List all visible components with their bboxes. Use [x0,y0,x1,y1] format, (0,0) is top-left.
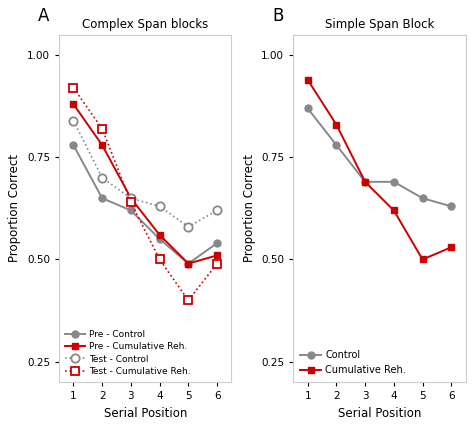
Title: Complex Span blocks: Complex Span blocks [82,18,209,31]
Legend: Pre - Control, Pre - Cumulative Reh., Test - Control, Test - Cumulative Reh.: Pre - Control, Pre - Cumulative Reh., Te… [64,328,192,377]
Text: A: A [38,7,50,25]
Legend: Control, Cumulative Reh.: Control, Cumulative Reh. [298,348,408,377]
Y-axis label: Proportion Correct: Proportion Correct [9,155,21,262]
X-axis label: Serial Position: Serial Position [338,407,421,420]
X-axis label: Serial Position: Serial Position [103,407,187,420]
Text: B: B [273,7,284,25]
Y-axis label: Proportion Correct: Proportion Correct [243,155,255,262]
Title: Simple Span Block: Simple Span Block [325,18,434,31]
